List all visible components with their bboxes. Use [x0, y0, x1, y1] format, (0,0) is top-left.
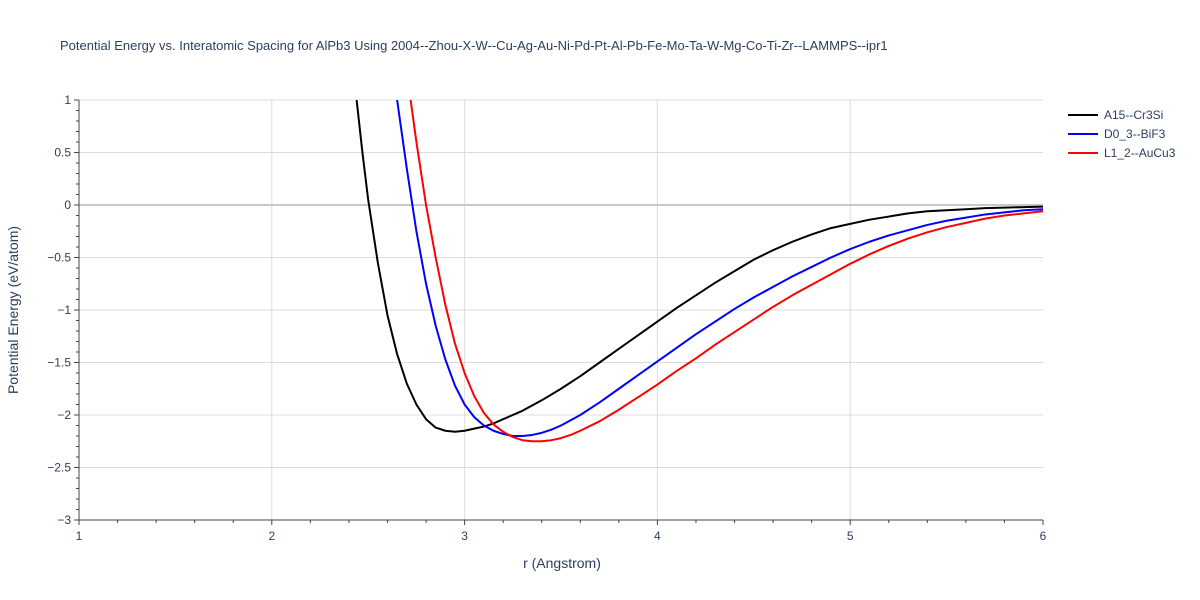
series-line-1 — [355, 100, 1043, 433]
x-tick-label: 4 — [654, 529, 661, 543]
x-tick-label: 5 — [847, 529, 854, 543]
y-tick-label: −2.5 — [47, 461, 71, 475]
series-lines — [355, 100, 1043, 443]
chart-title: Potential Energy vs. Interatomic Spacing… — [60, 38, 888, 53]
legend-item[interactable]: L1_2--AuCu3 — [1068, 146, 1176, 160]
x-tick-label: 3 — [461, 529, 468, 543]
y-tick-label: −3 — [57, 513, 71, 527]
legend-label: A15--Cr3Si — [1104, 108, 1163, 122]
y-tick-label: −1 — [57, 303, 71, 317]
y-tick-label: 0 — [64, 198, 71, 212]
x-tick-label: 2 — [268, 529, 275, 543]
y-tick-label: −2 — [57, 408, 71, 422]
legend-item[interactable]: D0_3--BiF3 — [1068, 127, 1166, 141]
axes — [74, 99, 1044, 525]
y-tick-label: 1 — [64, 93, 71, 107]
legend-label: L1_2--AuCu3 — [1104, 146, 1176, 160]
x-tick-label: 1 — [76, 529, 83, 543]
y-tick-label: −0.5 — [47, 251, 71, 265]
tick-labels: 1 2 3 4 5 6 1 0.5 0 −0.5 −1 −1.5 −2 −2.5 −3 — [47, 93, 1046, 543]
series-line-2 — [396, 100, 1043, 437]
y-tick-label: 0.5 — [54, 146, 71, 160]
y-axis-title: Potential Energy (eV/atom) — [5, 226, 21, 394]
legend-label: D0_3--BiF3 — [1104, 127, 1166, 141]
x-axis-title: r (Angstrom) — [523, 555, 601, 571]
legend[interactable]: A15--Cr3Si D0_3--BiF3 L1_2--AuCu3 — [1068, 108, 1176, 160]
legend-item[interactable]: A15--Cr3Si — [1068, 108, 1163, 122]
grid — [79, 99, 1043, 520]
series-line-3 — [409, 100, 1043, 443]
x-tick-label: 6 — [1040, 529, 1047, 543]
y-tick-label: −1.5 — [47, 356, 71, 370]
